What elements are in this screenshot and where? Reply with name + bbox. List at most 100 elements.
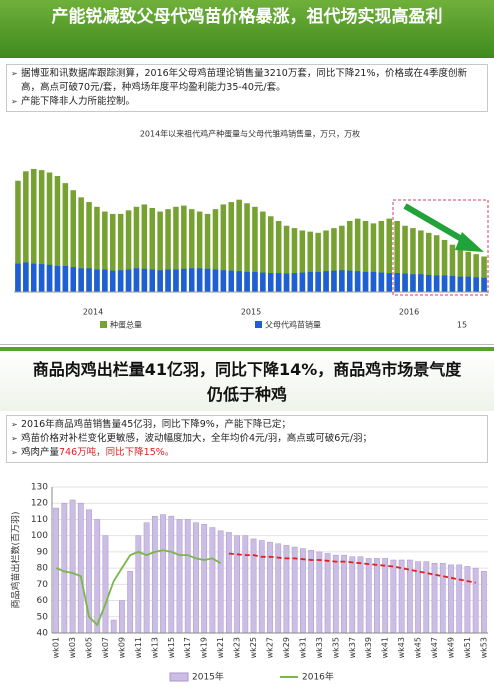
y-tick-label: 90 bbox=[37, 547, 49, 557]
bar bbox=[307, 271, 314, 292]
bar bbox=[30, 263, 37, 292]
bar bbox=[465, 251, 472, 292]
bar bbox=[38, 170, 45, 292]
bar bbox=[283, 225, 290, 292]
x-tick-label: wk17 bbox=[183, 637, 192, 658]
bar bbox=[378, 272, 385, 292]
bar bbox=[260, 272, 266, 292]
legend-label: 种蛋总量 bbox=[110, 320, 142, 330]
bar bbox=[418, 230, 424, 292]
legend-label: 父母代鸡苗销量 bbox=[265, 320, 321, 330]
bar bbox=[46, 264, 53, 292]
bar bbox=[176, 519, 183, 634]
bar bbox=[362, 221, 369, 292]
bar bbox=[481, 571, 487, 634]
bar bbox=[473, 254, 479, 292]
bar bbox=[456, 564, 463, 634]
x-tick-label: wk33 bbox=[315, 637, 324, 658]
bar bbox=[94, 269, 100, 292]
bar bbox=[53, 507, 59, 634]
bar bbox=[398, 559, 405, 634]
bar bbox=[70, 267, 77, 292]
bar bbox=[110, 619, 117, 634]
x-tick-label: wk15 bbox=[167, 637, 176, 658]
bar bbox=[135, 535, 142, 634]
bar bbox=[291, 546, 298, 634]
bar bbox=[339, 225, 345, 292]
bar bbox=[225, 532, 232, 634]
x-tick-label: wk23 bbox=[233, 637, 242, 658]
bullet: 鸡肉产量746万吨，同比下降15%。 bbox=[11, 446, 483, 460]
bar bbox=[394, 273, 400, 292]
bullet: 产能下降非人力所能控制。 bbox=[11, 95, 483, 109]
bar bbox=[339, 270, 345, 292]
bar bbox=[390, 559, 397, 634]
bar bbox=[449, 244, 456, 292]
bar bbox=[201, 524, 208, 634]
bar bbox=[323, 230, 329, 292]
bullet: 2016年商品鸡苗销售量45亿羽，同比下降9%，产能下降已定； bbox=[11, 418, 483, 432]
bar bbox=[299, 230, 306, 292]
bar bbox=[481, 277, 487, 292]
bar bbox=[141, 268, 148, 292]
bar bbox=[173, 269, 179, 292]
bar bbox=[346, 270, 353, 292]
bar bbox=[324, 553, 331, 634]
bullet-box: 据博亚和讯数据库跟踪测算，2016年父母鸡苗理论销售量3210万套，同比下降21… bbox=[6, 64, 488, 112]
x-tick-label: wk27 bbox=[266, 637, 275, 658]
bar bbox=[204, 213, 211, 292]
bar bbox=[181, 205, 187, 292]
bar bbox=[30, 168, 37, 292]
bar bbox=[267, 273, 274, 292]
bar bbox=[382, 558, 389, 634]
slide-title: 商品肉鸡出栏量41亿羽，同比下降14%，商品鸡市场景气度仍低于种鸡 bbox=[0, 347, 494, 411]
bar bbox=[323, 271, 329, 292]
bar bbox=[149, 269, 156, 292]
bar bbox=[78, 268, 84, 292]
bar bbox=[331, 270, 337, 292]
bar bbox=[220, 270, 227, 292]
y-tick-label: 50 bbox=[37, 612, 49, 622]
bar bbox=[402, 273, 408, 292]
y-tick-label: 130 bbox=[31, 483, 48, 493]
bar bbox=[481, 256, 487, 292]
bar bbox=[267, 216, 274, 292]
bar bbox=[449, 275, 456, 292]
bar bbox=[331, 228, 337, 292]
bar bbox=[283, 273, 290, 292]
bar bbox=[212, 269, 219, 292]
bar bbox=[151, 515, 158, 634]
bar bbox=[275, 273, 282, 292]
bar bbox=[418, 274, 424, 292]
legend-swatch bbox=[169, 672, 189, 682]
bar bbox=[252, 206, 258, 292]
bullet: 鸡苗价格对补栏变化更敏感，波动幅度加大，全年均价4元/羽，高点或可破6元/羽； bbox=[11, 432, 483, 446]
bar bbox=[184, 519, 191, 634]
bar bbox=[127, 571, 134, 634]
y-tick-label: 100 bbox=[31, 531, 48, 541]
x-tick-label: wk37 bbox=[348, 637, 357, 658]
bar bbox=[252, 271, 258, 292]
bar bbox=[165, 209, 171, 292]
x-tick-label: wk41 bbox=[381, 637, 390, 658]
bar bbox=[209, 527, 216, 634]
bar bbox=[86, 268, 92, 292]
x-tick-label: wk09 bbox=[117, 637, 126, 658]
bar bbox=[157, 211, 163, 292]
bar bbox=[457, 247, 464, 292]
bar bbox=[61, 502, 68, 634]
bar bbox=[193, 522, 199, 634]
x-tick-label: wk25 bbox=[249, 637, 258, 658]
bar bbox=[315, 232, 321, 292]
bar bbox=[448, 564, 454, 634]
x-tick-label: wk51 bbox=[463, 637, 472, 658]
bar bbox=[62, 265, 69, 292]
bar bbox=[316, 551, 323, 634]
bar bbox=[173, 206, 179, 292]
bar bbox=[188, 268, 195, 292]
bar bbox=[62, 183, 69, 292]
x-tick-label: wk05 bbox=[85, 637, 94, 658]
x-tick-label: wk45 bbox=[414, 637, 423, 658]
y-tick-label: 110 bbox=[31, 515, 48, 525]
bar bbox=[341, 554, 347, 634]
